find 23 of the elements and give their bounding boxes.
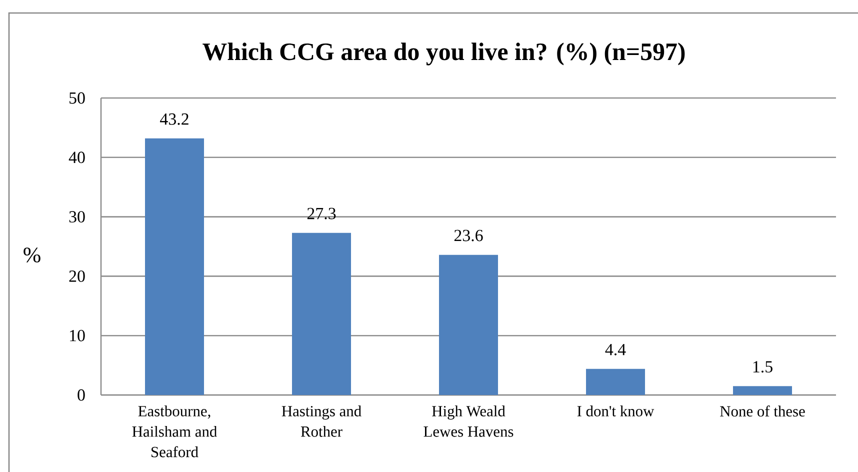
y-tick-label: 20 — [69, 270, 85, 282]
bar — [439, 254, 498, 395]
data-label: 43.2 — [160, 113, 188, 125]
x-tick-label: Hastings and Rother — [282, 406, 362, 437]
y-tick-label: 30 — [69, 211, 85, 223]
y-tick-label: 10 — [70, 330, 85, 342]
y-tick-label: 50 — [70, 92, 85, 104]
x-tick-label: Eastbourne, Hailsham and Seaford — [132, 406, 217, 458]
bar — [586, 368, 646, 395]
data-label: 4.4 — [605, 344, 626, 356]
y-axis-title: % — [24, 248, 40, 262]
data-label: 23.6 — [454, 230, 483, 242]
bar — [145, 138, 204, 395]
x-tick-label: I don't know — [577, 406, 654, 416]
chart-title: Which CCG area do you live in? (%) (n=597) — [202, 42, 685, 66]
y-tick-label: 0 — [78, 389, 85, 401]
data-label: 27.3 — [307, 208, 336, 220]
x-tick-label: None of these — [720, 406, 805, 417]
x-tick-label: High Weald Lewes Havens — [424, 406, 514, 437]
bar — [292, 232, 352, 395]
bar — [733, 386, 792, 395]
data-label: 1.5 — [753, 361, 772, 373]
y-tick-label: 40 — [68, 152, 85, 164]
